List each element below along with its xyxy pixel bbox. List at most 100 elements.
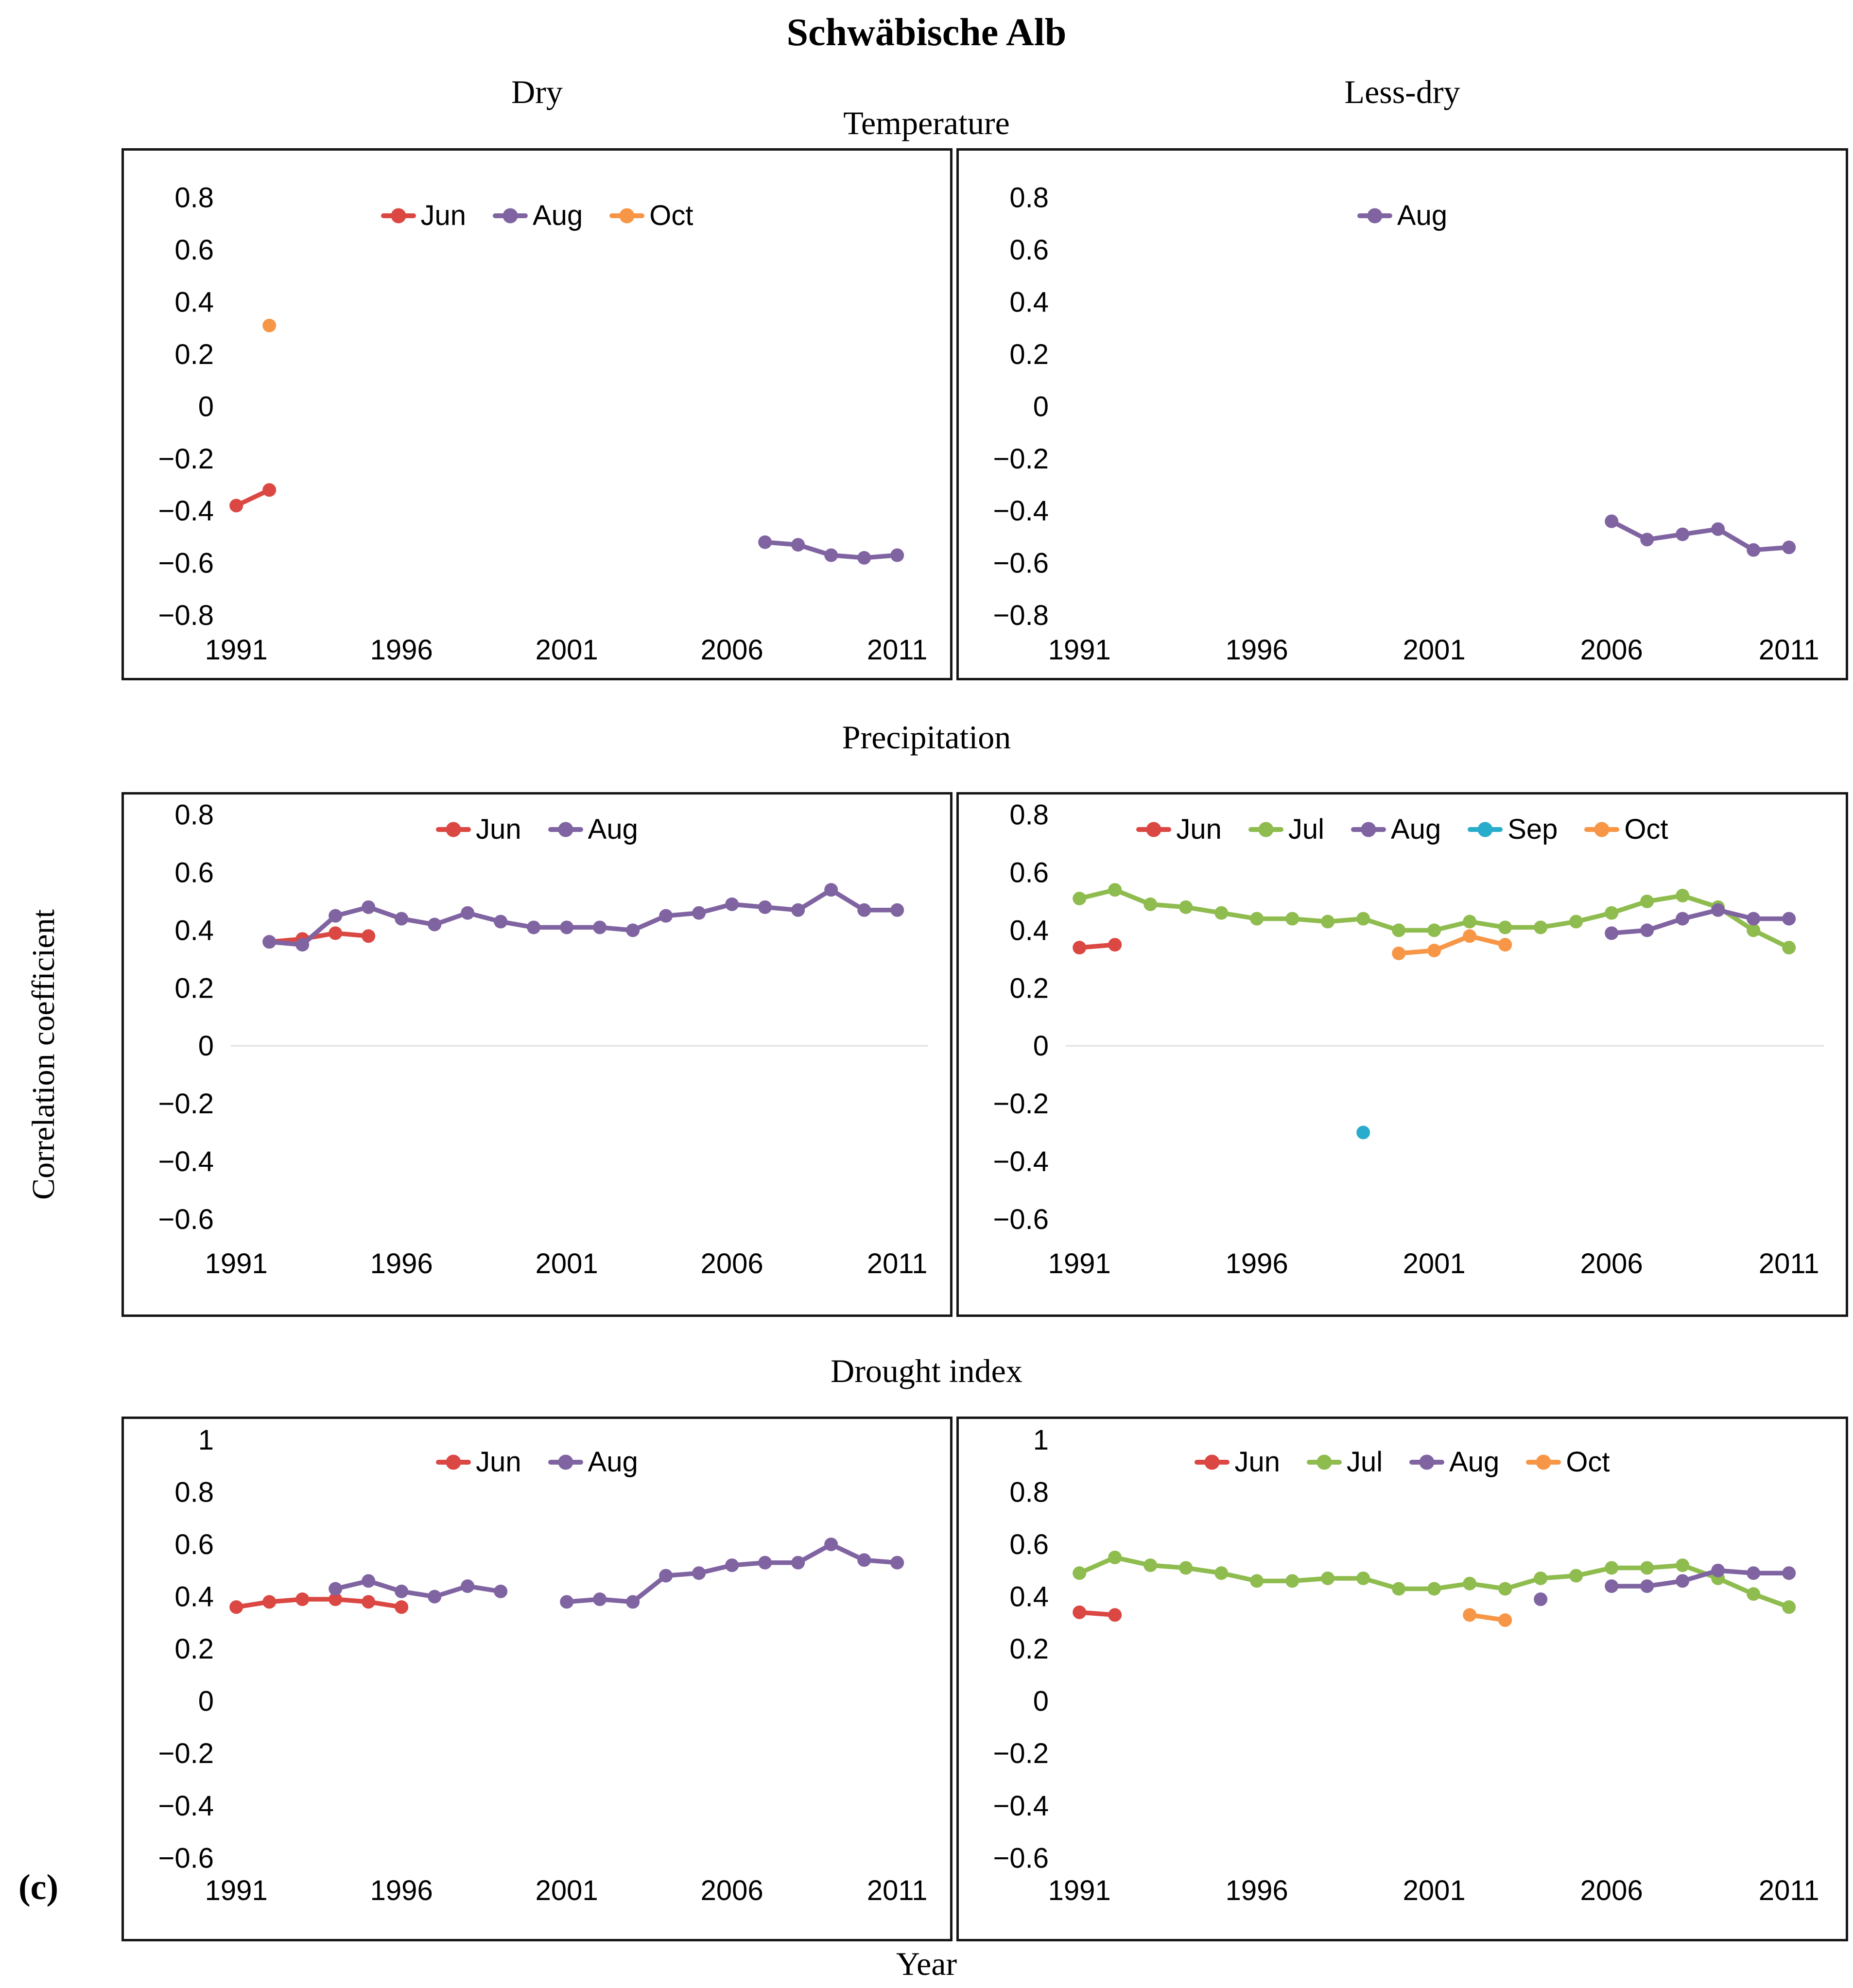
svg-text:−0.2: −0.2 [158,1738,214,1769]
svg-text:−0.4: −0.4 [158,1146,214,1177]
svg-text:−0.4: −0.4 [158,1790,214,1822]
svg-text:−0.6: −0.6 [158,1204,214,1235]
svg-text:0.8: 0.8 [174,1477,214,1508]
y-axis-label: Correlation coefficient [26,909,61,1200]
svg-text:2006: 2006 [701,1248,763,1279]
svg-text:2006: 2006 [701,1875,763,1906]
svg-text:−0.2: −0.2 [158,1088,214,1120]
svg-text:0.4: 0.4 [1009,915,1049,946]
chart-panel-precipitation-less-dry: Jun Jul Aug Sep Oct 0.8 0.6 0.4 0.2 0 −0.2 −0.4 −0.… [956,792,1848,1317]
chart-row-drought-index: Jun Aug 1 0.8 0.6 0.4 0.2 0 −0.2 −0.4 −0.6 1991 199… [121,1417,1848,1941]
svg-text:−0.4: −0.4 [993,1790,1049,1822]
chart-panel-precipitation-dry: Jun Aug 0.8 0.6 0.4 0.2 0 −0.2 −0.4 −0.6 1991 1996… [121,792,952,1317]
svg-text:0.8: 0.8 [174,799,214,831]
svg-text:0.4: 0.4 [1009,287,1049,318]
row-header-drought-index: Drought index [831,1352,1022,1389]
chart-panel-drought-dry: Jun Aug 1 0.8 0.6 0.4 0.2 0 −0.2 −0.4 −0.6 1991 199… [121,1417,952,1941]
chart-panel-temperature-less-dry: Aug 0.8 0.6 0.4 0.2 0 −0.2 −0.4 −0.6 −0.8 1991 199… [956,148,1848,680]
svg-text:0.8: 0.8 [1009,182,1049,214]
figure-title: Schwäbische Alb [786,11,1067,54]
svg-text:2001: 2001 [1403,1248,1466,1279]
svg-text:0.2: 0.2 [1009,339,1049,370]
chart-panel-drought-less-dry: Jun Jul Aug Oct 1 0.8 0.6 0.4 0.2 0 −0.2 −0.4 −0.6 1… [956,1417,1848,1941]
svg-text:2001: 2001 [536,1248,598,1279]
svg-text:0.4: 0.4 [174,287,214,318]
svg-text:0: 0 [1033,1030,1049,1062]
svg-text:0.4: 0.4 [174,915,214,946]
svg-text:0: 0 [1033,1686,1049,1717]
svg-text:2001: 2001 [1403,1875,1466,1906]
svg-text:2011: 2011 [1759,634,1819,666]
svg-text:0: 0 [198,1686,214,1717]
svg-text:0.6: 0.6 [1009,234,1049,266]
svg-text:2011: 2011 [1759,1875,1819,1906]
svg-text:2006: 2006 [1580,1248,1643,1279]
svg-text:1991: 1991 [1048,1875,1111,1906]
chart-row-temperature: Jun Aug Oct 0.8 0.6 0.4 0.2 0 −0.2 −0.4 −0.6 −0.8 1… [121,148,1848,680]
svg-text:0.8: 0.8 [1009,799,1049,831]
svg-text:0.2: 0.2 [174,339,214,370]
svg-text:2011: 2011 [867,1875,928,1906]
svg-text:1: 1 [198,1424,214,1456]
svg-text:−0.8: −0.8 [158,600,214,631]
svg-text:0: 0 [1033,391,1049,422]
svg-text:2006: 2006 [701,634,763,666]
svg-text:0.4: 0.4 [1009,1581,1049,1613]
svg-text:1991: 1991 [205,1248,268,1279]
svg-text:−0.4: −0.4 [993,1146,1049,1177]
row-header-temperature: Temperature [843,104,1010,141]
svg-text:0.2: 0.2 [174,972,214,1004]
chart-precipitation-less-dry: 0.8 0.6 0.4 0.2 0 −0.2 −0.4 −0.6 1991 1996 2001 200… [993,799,1824,1279]
svg-text:1996: 1996 [370,634,433,666]
row-header-precipitation: Precipitation [842,719,1011,756]
svg-text:−0.6: −0.6 [158,548,214,579]
svg-text:−0.6: −0.6 [993,1204,1049,1235]
column-header-less-dry: Less-dry [1344,73,1460,110]
chart-panel-temperature-dry: Jun Aug Oct 0.8 0.6 0.4 0.2 0 −0.2 −0.4 −0.6 −0.8 1… [121,148,952,680]
subfigure-label: (c) [18,1867,59,1907]
svg-text:2011: 2011 [1759,1248,1819,1279]
svg-text:0.2: 0.2 [1009,1633,1049,1665]
svg-text:−0.2: −0.2 [993,443,1049,475]
svg-text:0.8: 0.8 [174,182,214,214]
svg-text:1991: 1991 [205,634,268,666]
svg-text:0.8: 0.8 [1009,1477,1049,1508]
svg-text:2011: 2011 [867,1248,928,1279]
column-header-dry: Dry [511,73,563,110]
svg-text:1996: 1996 [1226,634,1288,666]
svg-text:0.6: 0.6 [1009,857,1049,889]
svg-text:0.2: 0.2 [1009,972,1049,1004]
svg-text:1991: 1991 [205,1875,268,1906]
svg-text:−0.6: −0.6 [993,548,1049,579]
svg-text:1996: 1996 [1226,1875,1288,1906]
svg-text:1: 1 [1033,1424,1049,1456]
svg-text:−0.2: −0.2 [993,1088,1049,1120]
svg-text:2001: 2001 [536,634,598,666]
svg-text:2011: 2011 [867,634,928,666]
svg-text:1991: 1991 [1048,1248,1111,1279]
svg-text:−0.4: −0.4 [993,495,1049,527]
svg-text:1996: 1996 [1226,1248,1288,1279]
svg-text:1996: 1996 [370,1875,433,1906]
x-axis-label: Year [896,1945,957,1982]
svg-text:−0.8: −0.8 [993,600,1049,631]
svg-text:−0.6: −0.6 [158,1842,214,1874]
svg-text:−0.2: −0.2 [158,443,214,475]
svg-text:2006: 2006 [1580,634,1643,666]
svg-text:0.6: 0.6 [174,1529,214,1560]
svg-text:0.2: 0.2 [174,1633,214,1665]
svg-text:−0.2: −0.2 [993,1738,1049,1769]
svg-text:0.6: 0.6 [1009,1529,1049,1560]
svg-text:−0.4: −0.4 [158,495,214,527]
svg-text:2001: 2001 [536,1875,598,1906]
svg-text:0.4: 0.4 [174,1581,214,1613]
svg-text:0: 0 [198,1030,214,1062]
svg-text:−0.6: −0.6 [993,1842,1049,1874]
svg-text:0.6: 0.6 [174,857,214,889]
svg-text:2001: 2001 [1403,634,1466,666]
